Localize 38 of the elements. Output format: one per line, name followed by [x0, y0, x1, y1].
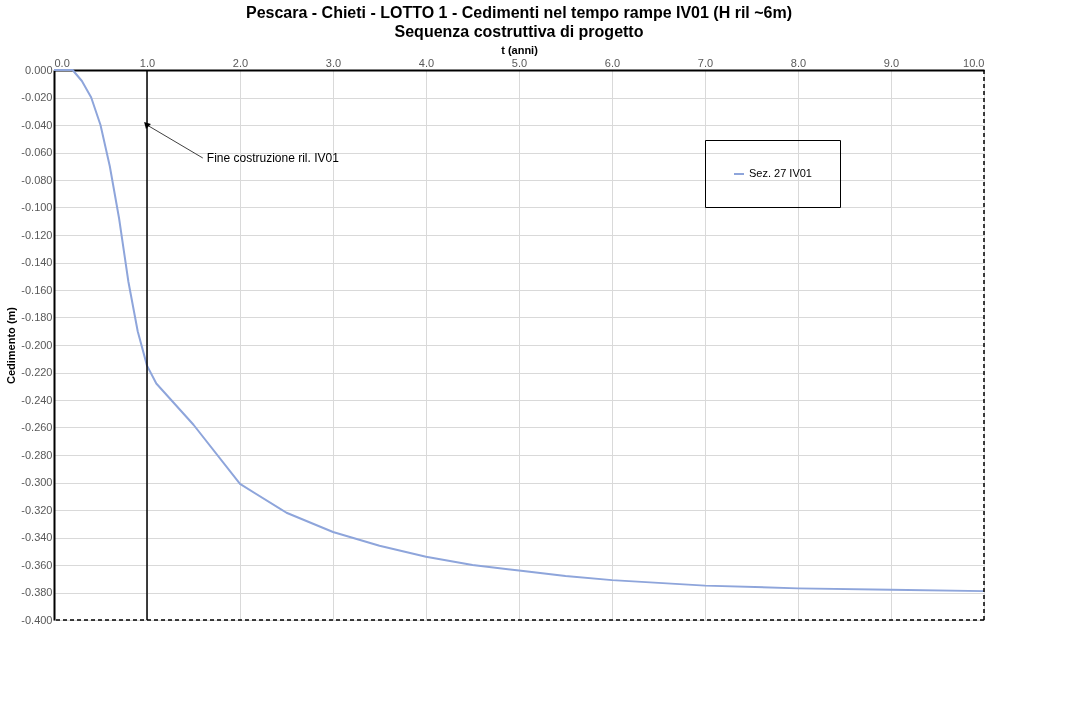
x-tick-label: 1.0 — [139, 56, 156, 69]
y-tick-label: -0.380 — [21, 586, 53, 598]
y-tick-label: -0.260 — [21, 421, 53, 433]
x-tick-label: 10.0 — [963, 56, 985, 69]
y-axis-title: Cedimento (m) — [5, 306, 18, 384]
x-tick-label: 4.0 — [418, 56, 435, 69]
y-tick-label: -0.020 — [21, 91, 53, 103]
y-tick-label: -0.300 — [21, 476, 53, 488]
x-tick-label: 0.0 — [54, 56, 70, 69]
chart-subtitle: Sequenza costruttiva di progetto — [394, 23, 644, 40]
legend-label: Sez. 27 IV01 — [749, 167, 812, 179]
y-tick-label: -0.060 — [21, 146, 53, 158]
y-tick-label: -0.200 — [21, 338, 53, 351]
y-tick-label: -0.100 — [21, 201, 53, 213]
y-tick-label: -0.160 — [21, 283, 53, 296]
y-tick-label: 0.000 — [24, 63, 53, 76]
y-tick-label: -0.140 — [21, 256, 53, 268]
y-tick-label: -0.180 — [21, 311, 53, 323]
x-tick-label: 9.0 — [883, 56, 900, 69]
y-tick-label: -0.360 — [21, 558, 53, 571]
chart-title: Pescara - Chieti - LOTTO 1 - Cedimenti nel tempo rampe IV01 (H ril ~6m) — [245, 4, 793, 21]
y-tick-label: -0.320 — [21, 503, 53, 516]
y-tick-label: -0.040 — [21, 118, 53, 131]
y-tick-label: -0.340 — [21, 531, 53, 543]
y-tick-label: -0.220 — [21, 366, 53, 378]
x-tick-label: 8.0 — [790, 56, 807, 69]
y-tick-label: -0.240 — [21, 393, 53, 406]
x-tick-label: 6.0 — [604, 56, 621, 69]
x-tick-label: 3.0 — [325, 56, 342, 69]
x-tick-label: 5.0 — [511, 56, 528, 69]
y-tick-label: -0.280 — [21, 448, 53, 461]
x-tick-label: 7.0 — [697, 56, 714, 69]
x-tick-label: 2.0 — [232, 56, 249, 69]
y-tick-label: -0.120 — [21, 228, 53, 241]
x-axis-title: t (anni) — [501, 43, 539, 56]
y-tick-label: -0.400 — [21, 613, 53, 626]
y-tick-label: -0.080 — [21, 173, 53, 186]
annotation: Fine costruzione ril. IV01 — [206, 151, 340, 165]
